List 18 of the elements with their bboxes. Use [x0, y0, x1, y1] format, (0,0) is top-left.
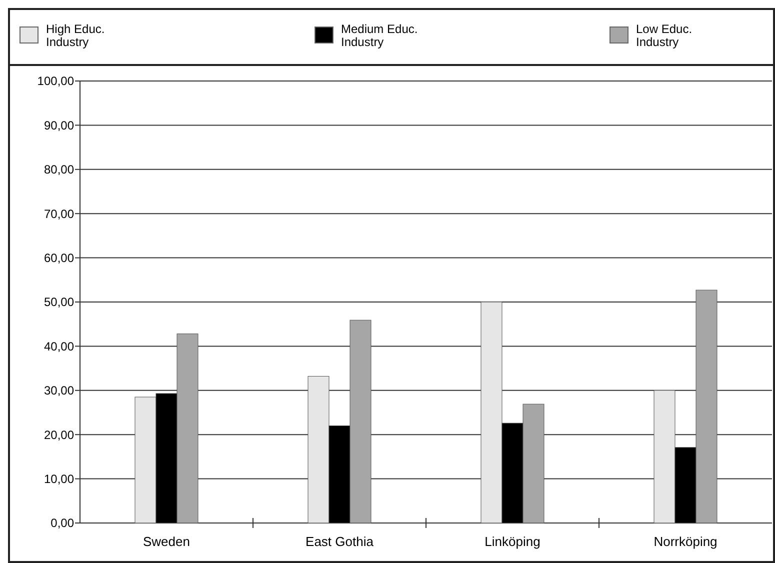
- y-tick-label: 40,00: [44, 339, 74, 354]
- y-tick-label: 50,00: [44, 295, 74, 310]
- y-tick-label: 10,00: [44, 472, 74, 486]
- y-tick-label: 30,00: [44, 384, 74, 398]
- x-tick-label: Sweden: [143, 534, 190, 549]
- x-tick-label: East Gothia: [306, 534, 374, 549]
- legend-label: High Educ. Industry: [46, 22, 105, 49]
- x-tick-label: Norrköping: [654, 534, 718, 549]
- y-tick-label: 0,00: [50, 516, 74, 530]
- legend-label: Medium Educ. Industry: [341, 22, 418, 49]
- y-tick-label: 60,00: [44, 251, 74, 265]
- y-tick-label: 90,00: [44, 118, 74, 132]
- legend-label: Low Educ. Industry: [636, 22, 692, 49]
- y-tick-label: 20,00: [44, 428, 74, 442]
- y-tick-label: 80,00: [44, 162, 74, 177]
- y-tick-label: 100,00: [37, 74, 74, 88]
- y-tick-label: 70,00: [44, 206, 74, 221]
- x-tick-label: Linköping: [484, 534, 540, 549]
